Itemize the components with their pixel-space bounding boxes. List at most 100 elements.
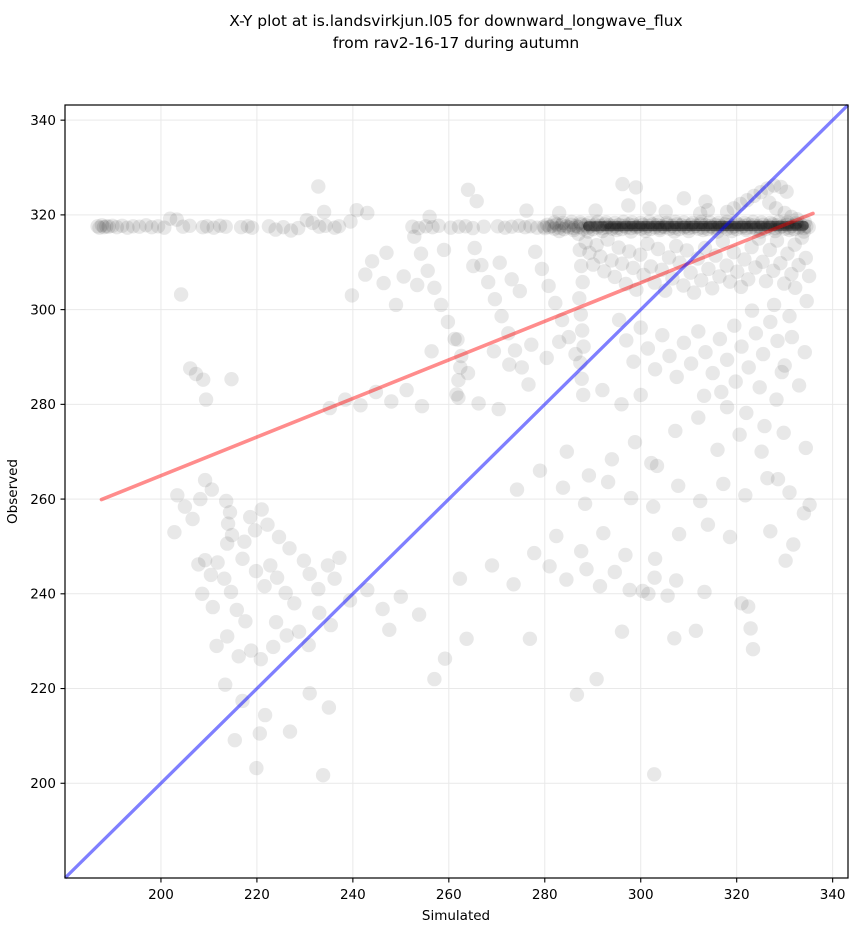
- scatter-point: [396, 269, 411, 284]
- scatter-point: [696, 388, 712, 403]
- scatter-point: [604, 221, 620, 236]
- scatter-point: [763, 215, 778, 231]
- scatter-point: [235, 551, 250, 566]
- scatter-point: [175, 219, 191, 234]
- scatter-point: [667, 220, 682, 235]
- scatter-point: [762, 242, 777, 258]
- scatter-point: [618, 276, 634, 292]
- scatter-point: [644, 455, 659, 471]
- scatter-point: [652, 222, 668, 238]
- scatter-point: [425, 220, 440, 235]
- scatter-point: [614, 221, 629, 237]
- scatter-point: [301, 637, 316, 653]
- scatter-point: [576, 339, 591, 354]
- scatter-point: [727, 318, 742, 333]
- scatter-point: [327, 220, 342, 235]
- scatter-point: [715, 234, 730, 249]
- scatter-point: [697, 584, 712, 600]
- scatter-point: [375, 601, 390, 617]
- scatter-point: [283, 223, 299, 238]
- scatter-point: [782, 222, 797, 238]
- scatter-point: [549, 528, 564, 544]
- scatter-point: [353, 398, 368, 413]
- scatter-point: [219, 493, 234, 509]
- scatter-point: [138, 218, 154, 233]
- scatter-point: [536, 219, 551, 234]
- scatter-point: [627, 435, 643, 450]
- scatter-point: [521, 377, 536, 392]
- scatter-point: [451, 219, 467, 234]
- scatter-point: [459, 631, 474, 646]
- scatter-point: [183, 361, 198, 376]
- scatter-point: [595, 382, 610, 398]
- scatter-point: [170, 488, 185, 503]
- scatter-point: [757, 418, 772, 434]
- scatter-point: [600, 232, 615, 247]
- scatter-point: [683, 265, 698, 280]
- scatter-point: [712, 269, 727, 284]
- scatter-point: [559, 572, 574, 587]
- scatter-point: [777, 276, 792, 291]
- scatter-point: [597, 264, 612, 279]
- axis-ticks: 200 220 240 260 280 300 320 340 200 220 240 260 280 3…: [30, 113, 845, 903]
- scatter-point: [646, 499, 661, 514]
- y-tick-label: 340: [30, 113, 56, 129]
- scatter-point: [583, 219, 598, 234]
- scatter-point: [758, 274, 774, 289]
- scatter-point: [524, 337, 539, 352]
- scatter-point: [548, 295, 563, 311]
- scatter-point: [469, 194, 484, 209]
- scatter-point: [650, 218, 665, 233]
- scatter-point: [343, 214, 358, 229]
- x-tick-label: 220: [244, 887, 270, 903]
- scatter-point: [719, 221, 735, 236]
- scatter-point: [571, 220, 586, 235]
- scatter-point: [647, 362, 663, 377]
- scatter-point: [427, 280, 442, 295]
- scatter-point: [628, 220, 644, 235]
- scatter-point: [722, 274, 738, 289]
- scatter-point: [748, 260, 763, 275]
- scatter-point: [94, 218, 110, 233]
- scatter-point: [694, 273, 709, 288]
- scatter-point: [564, 217, 579, 232]
- scatter-point: [623, 224, 639, 239]
- scatter-point: [595, 223, 610, 239]
- scatter-point: [552, 220, 567, 235]
- scatter-point: [643, 221, 658, 237]
- scatter-point: [755, 254, 770, 269]
- scatter-point: [364, 254, 380, 269]
- scatter-point: [671, 221, 687, 237]
- scatter-point: [752, 380, 767, 395]
- scatter-point: [784, 329, 800, 345]
- scatter-point: [660, 588, 675, 603]
- scatter-point: [540, 217, 555, 232]
- scatter-point: [144, 220, 159, 235]
- scatter-point: [544, 218, 560, 233]
- scatter-point: [253, 652, 268, 667]
- scatter-point: [249, 760, 264, 776]
- scatter-point: [609, 222, 624, 238]
- scatter-point: [332, 550, 347, 565]
- scatter-point: [791, 257, 806, 273]
- scatter-point: [302, 686, 317, 701]
- scatter-point: [542, 559, 557, 574]
- scatter-point: [604, 253, 619, 268]
- scatter-point: [559, 219, 574, 234]
- scatter-point: [311, 581, 326, 597]
- scatter-point: [494, 309, 509, 324]
- scatter-point: [741, 217, 756, 232]
- scatter-point: [611, 217, 627, 232]
- scatter-point: [257, 579, 272, 594]
- scatter-point: [671, 478, 686, 493]
- y-axis-label: Observed: [5, 459, 21, 524]
- scatter-point: [745, 214, 761, 230]
- scatter-point: [710, 442, 725, 457]
- scatter-point: [649, 458, 665, 474]
- scatter-point: [741, 360, 756, 375]
- scatter-point: [770, 333, 785, 349]
- scatter-point: [589, 671, 604, 687]
- scatter-point: [588, 203, 603, 218]
- scatter-point: [564, 214, 579, 230]
- scatter-point: [393, 589, 408, 604]
